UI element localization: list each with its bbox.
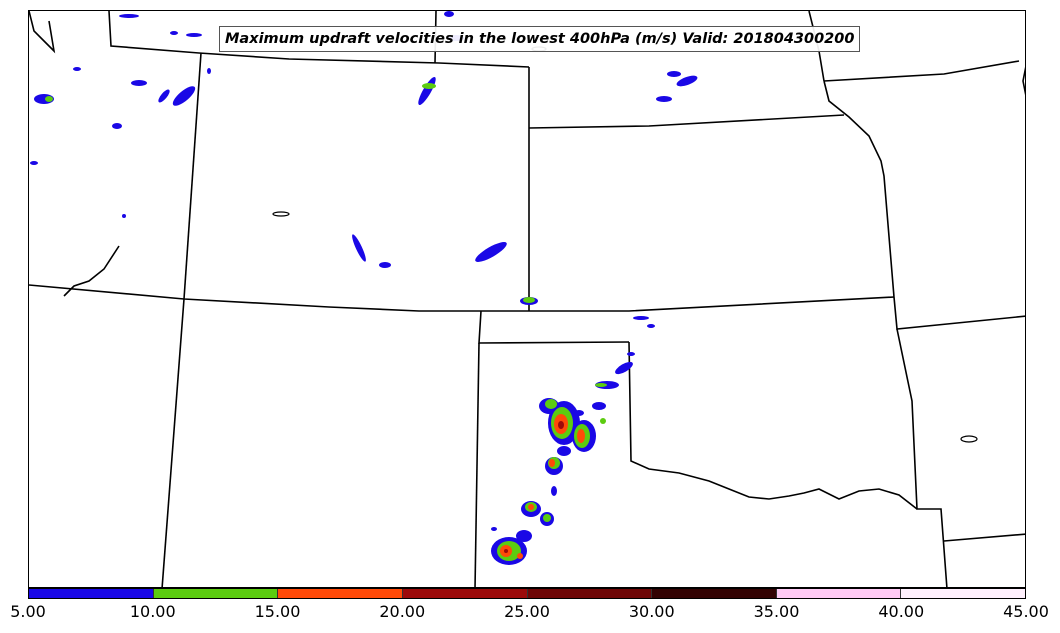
colorbar-segment [901,589,1025,598]
map-canvas [29,11,1025,587]
colorbar-segment [29,589,154,598]
colorbar-tick-label: 30.00 [628,602,675,621]
state-boundaries [29,11,1025,587]
colorbar-tick-label: 20.00 [379,602,426,621]
colorbar-segment [776,589,902,598]
small-lakes [272,46,978,443]
map-panel: Maximum updraft velocities in the lowest… [28,10,1026,588]
colorbar-tick-label: 25.00 [504,602,550,621]
colorbar-segment [402,589,528,598]
colorbar-tick-label: 5.00 [10,602,46,621]
colorbar-tick-label: 10.00 [129,602,176,621]
colorbar-segment [153,589,279,598]
updraft-contours [30,11,698,565]
colorbar-tick-label: 35.00 [753,602,800,621]
map-title-box: Maximum updraft velocities in the lowest… [219,26,861,52]
map-title: Maximum updraft velocities in the lowest… [225,31,855,47]
colorbar-segment [278,589,403,598]
colorbar-tick-label: 15.00 [254,602,301,621]
colorbar-tick-labels: 5.00 10.00 15.00 20.00 25.00 30.00 35.00 40.00 4… [0,600,1060,630]
colorbar-tick-label: 45.00 [1003,602,1049,621]
colorbar-tick-label: 40.00 [878,602,925,621]
colorbar-segment [527,589,653,598]
colorbar [28,588,1026,599]
colorbar-segment [652,589,777,598]
